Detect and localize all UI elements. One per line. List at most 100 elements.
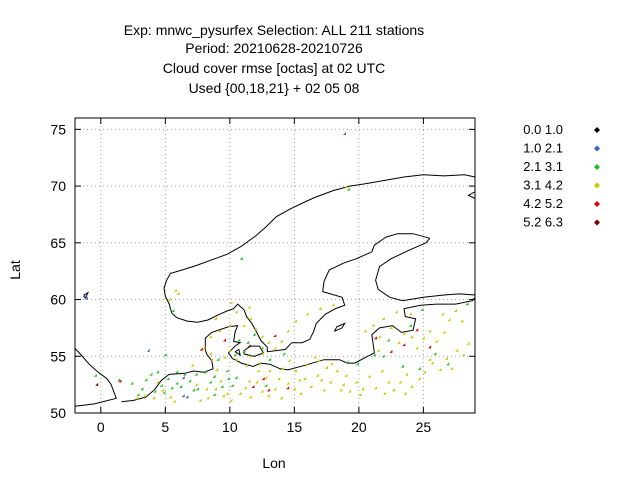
coastline-segment (163, 174, 476, 353)
station-marker (273, 334, 277, 338)
station-marker (383, 391, 387, 395)
station-marker (279, 396, 283, 400)
station-marker (319, 378, 323, 382)
station-marker (430, 361, 434, 365)
station-marker (363, 329, 367, 333)
station-marker (243, 386, 247, 390)
station-marker (344, 373, 348, 377)
station-marker (428, 345, 432, 349)
station-marker (221, 394, 225, 398)
station-marker (299, 391, 303, 395)
station-marker (348, 389, 352, 393)
station-marker (217, 329, 221, 333)
legend-label: 3.1 4.2 (523, 178, 563, 193)
station-marker (171, 309, 175, 313)
station-marker (181, 376, 185, 380)
station-marker (373, 336, 377, 340)
station-marker (389, 349, 393, 353)
station-marker (247, 379, 251, 383)
station-marker (204, 387, 208, 391)
y-tick-label: 65 (50, 235, 66, 251)
station-marker (410, 335, 414, 339)
station-marker (446, 362, 450, 366)
station-marker (433, 352, 437, 356)
station-marker (343, 132, 347, 136)
station-marker (273, 346, 277, 350)
coastline-segment (375, 237, 476, 302)
station-marker (176, 292, 180, 296)
station-marker (163, 353, 167, 357)
station-marker (408, 312, 412, 316)
station-marker (253, 327, 257, 331)
station-marker (313, 355, 317, 359)
station-marker (255, 380, 259, 384)
station-marker (268, 357, 272, 361)
station-marker (228, 348, 232, 352)
station-marker (192, 388, 196, 392)
legend-label: 2.1 3.1 (523, 159, 563, 174)
station-marker (208, 335, 212, 339)
y-tick-label: 70 (50, 178, 66, 194)
station-marker (401, 364, 405, 368)
station-marker (266, 388, 270, 392)
station-marker (252, 332, 256, 336)
title-line-4: Used {00,18,21} + 02 05 08 (189, 80, 360, 96)
legend-marker (594, 219, 600, 226)
station-marker (246, 340, 250, 344)
station-marker (373, 386, 377, 390)
station-marker (203, 370, 207, 374)
station-marker (213, 387, 217, 391)
station-marker (162, 390, 166, 394)
station-marker (247, 344, 251, 348)
station-marker (199, 347, 203, 351)
x-tick-label: 25 (416, 419, 432, 435)
station-marker (442, 330, 446, 334)
station-marker (264, 376, 268, 380)
station-marker (264, 383, 268, 387)
station-marker (398, 380, 402, 384)
station-marker (247, 305, 251, 309)
station-marker (381, 354, 385, 358)
station-marker (161, 388, 165, 392)
station-marker (229, 398, 233, 402)
legend-label: 0.0 1.0 (523, 122, 563, 137)
station-marker (248, 395, 252, 399)
station-marker (202, 346, 206, 350)
station-marker (303, 377, 307, 381)
plot-frame (74, 117, 476, 414)
station-marker (179, 385, 183, 389)
station-marker (248, 317, 252, 321)
station-marker (213, 317, 217, 321)
station-marker (389, 326, 393, 330)
station-marker (297, 378, 301, 382)
station-marker (239, 256, 243, 260)
x-tick-label: 0 (97, 419, 105, 435)
station-marker (450, 366, 454, 370)
station-marker (155, 380, 159, 384)
station-marker (367, 374, 371, 378)
coastline-segment (467, 191, 476, 200)
station-marker (175, 381, 179, 385)
station-marker (322, 388, 326, 392)
station-marker (402, 343, 406, 347)
legend-marker (594, 201, 600, 207)
y-tick-label: 55 (50, 348, 66, 364)
station-marker (415, 346, 419, 350)
station-marker (286, 386, 290, 390)
axis-ticks: 0 5 10 15 20 25 50 55 60 65 70 75 (50, 118, 475, 435)
station-marker (404, 372, 408, 376)
station-marker (237, 338, 241, 342)
station-marker (277, 377, 281, 381)
station-marker (345, 360, 349, 364)
station-marker (238, 391, 242, 395)
station-marker (444, 356, 448, 360)
station-marker (136, 393, 140, 397)
station-marker (212, 374, 216, 378)
station-marker (260, 335, 264, 339)
station-marker (358, 393, 362, 397)
station-marker (146, 348, 150, 352)
station-marker (172, 399, 176, 403)
station-marker (331, 303, 335, 307)
station-marker (376, 348, 380, 352)
